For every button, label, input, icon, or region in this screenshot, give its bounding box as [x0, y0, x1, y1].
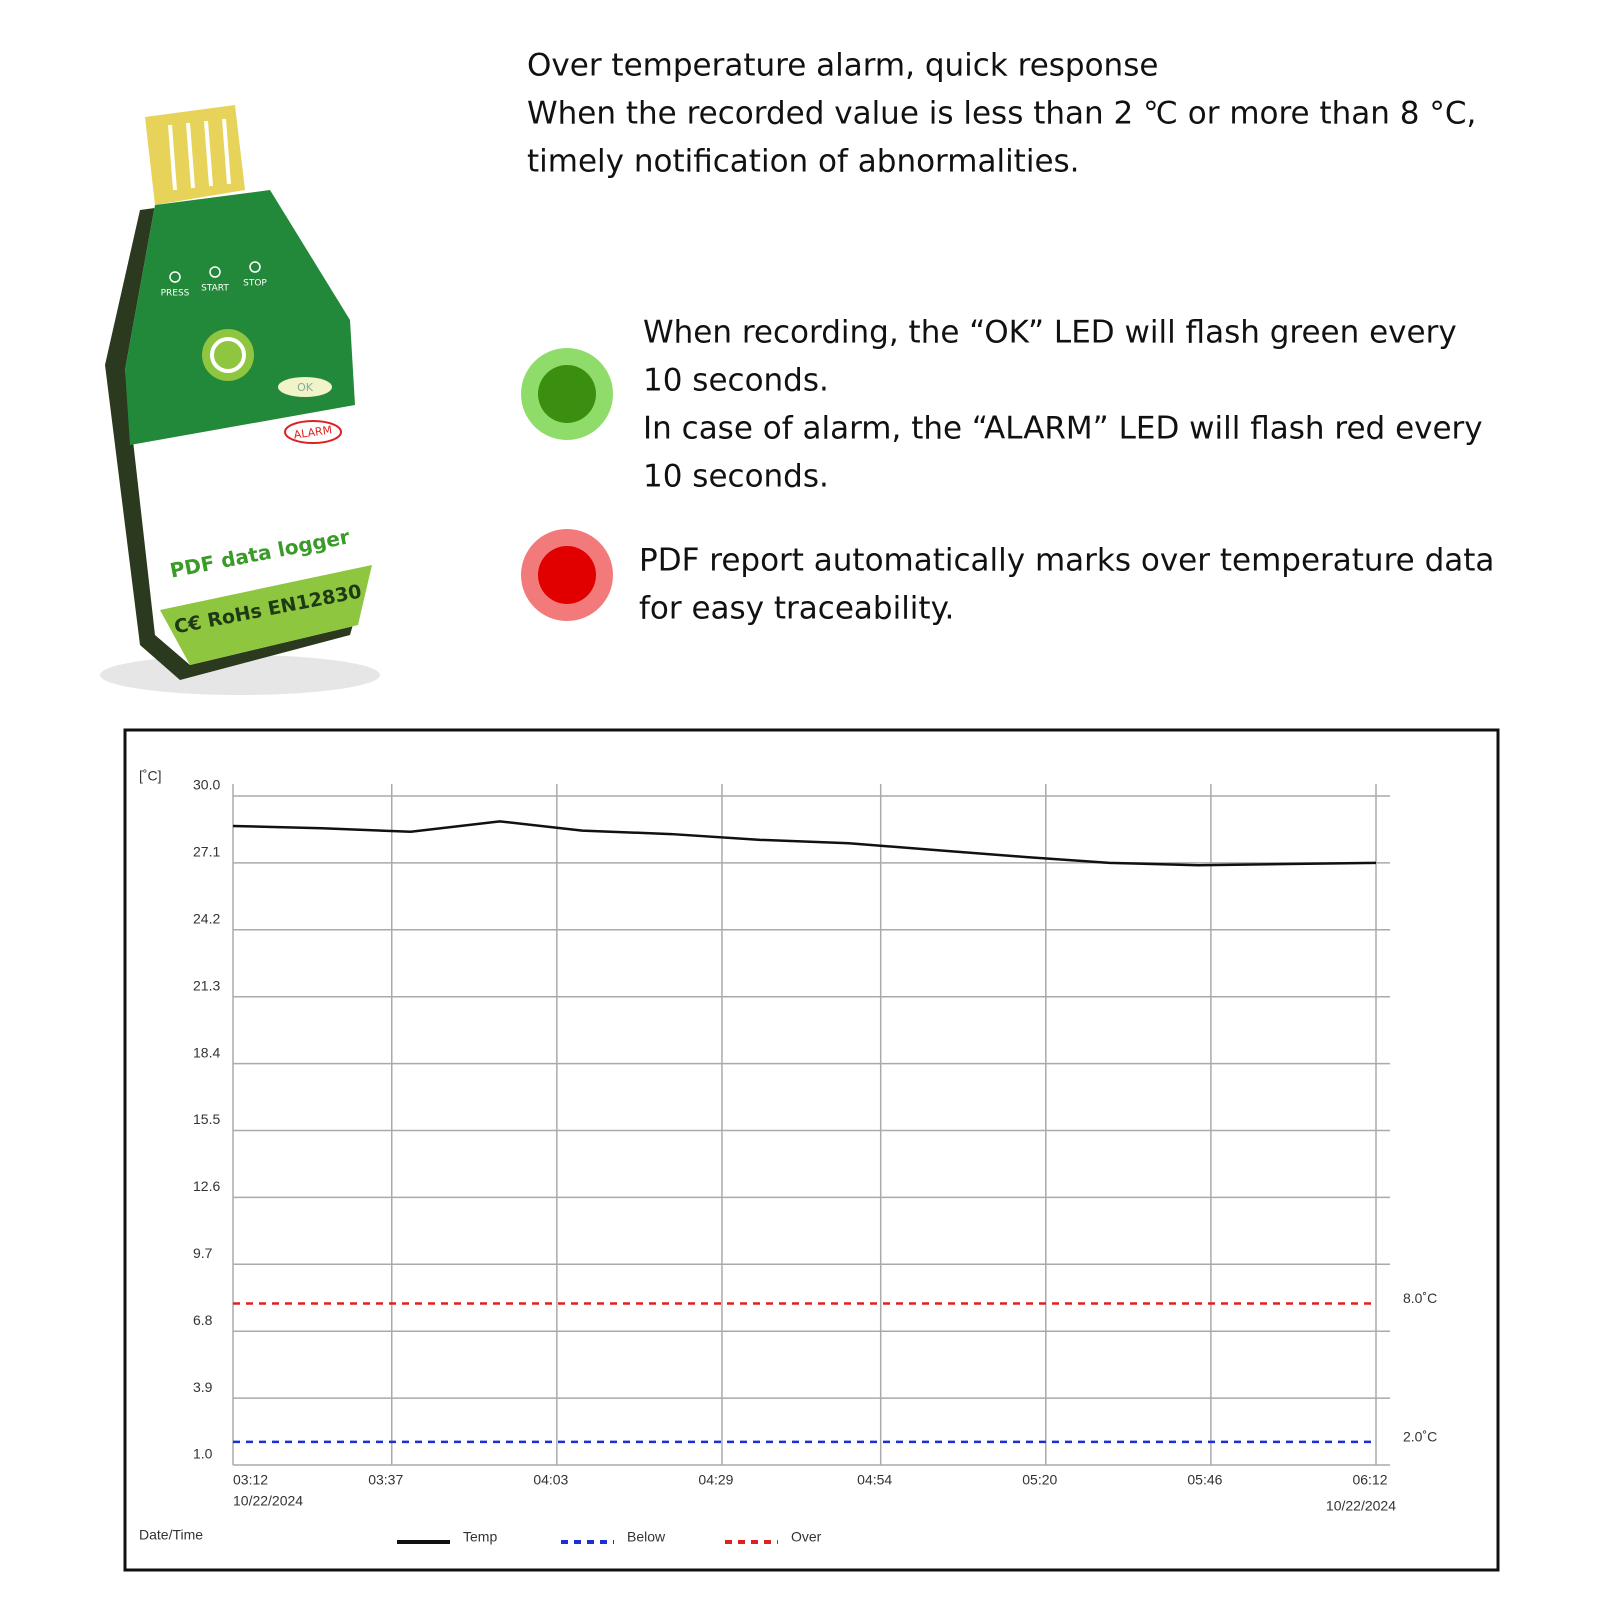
button-label: PRESS — [161, 289, 190, 299]
power-button — [202, 329, 254, 381]
temp-line — [232, 820, 1377, 867]
x-tick-label: 06:12 — [1352, 1472, 1387, 1488]
alarm-label: ALARM — [293, 423, 333, 441]
legend-label: Over — [791, 1529, 822, 1545]
alarm-led — [284, 420, 342, 444]
legend-label: Temp — [463, 1529, 497, 1545]
y-axis-label: [˚C] — [139, 768, 162, 784]
legend-label: Below — [627, 1529, 666, 1545]
button-label: STOP — [243, 279, 267, 289]
led — [538, 365, 596, 423]
header-line: When the recorded value is less than 2 ℃… — [527, 96, 1476, 132]
x-axis-label: Date/Time — [139, 1527, 203, 1543]
x-tick-label: 03:12 — [233, 1472, 268, 1488]
feature-line: When recording, the “OK” LED will flash … — [643, 315, 1457, 351]
ok-led — [278, 377, 332, 397]
button-label: START — [201, 284, 229, 294]
power-icon — [210, 337, 246, 373]
x-tick-label: 05:20 — [1022, 1472, 1057, 1488]
y-tick-label: 27.1 — [193, 844, 220, 860]
device-top — [125, 190, 355, 445]
usb-plug — [145, 105, 245, 205]
x-tick-label: 03:37 — [368, 1472, 403, 1488]
x-tick-label: 05:46 — [1187, 1472, 1222, 1488]
header-line: Over temperature alarm, quick response — [527, 48, 1158, 84]
usb-pins — [168, 118, 231, 191]
date-start: 10/22/2024 — [233, 1493, 303, 1509]
y-tick-label: 21.3 — [193, 977, 220, 993]
y-tick-label: 1.0 — [193, 1446, 213, 1462]
led — [538, 546, 596, 604]
feature-line: 10 seconds. — [643, 459, 829, 495]
y-tick-label: 3.9 — [193, 1379, 213, 1395]
threshold-label: 8.0˚C — [1403, 1290, 1437, 1306]
y-tick-label: 9.7 — [193, 1245, 213, 1261]
chart: [˚C] Date/Time 1.0 3.9 6.8 9.7 12.6 15.5 18.4 21.… — [139, 768, 1437, 1545]
y-tick-label: 6.8 — [193, 1312, 213, 1328]
texts: Over temperature alarm, quick response Wh… — [521, 48, 1494, 627]
x-tick-label: 04:54 — [857, 1472, 892, 1488]
feature-line: 10 seconds. — [643, 363, 829, 399]
y-tick-label: 24.2 — [193, 911, 220, 927]
y-tick-label: 30.0 — [193, 777, 220, 793]
button-icon — [249, 261, 261, 273]
y-tick-label: 15.5 — [193, 1111, 220, 1127]
ok-label: OK — [297, 381, 314, 394]
feature-line: for easy traceability. — [639, 591, 954, 627]
date-end: 10/22/2024 — [1326, 1498, 1396, 1514]
y-tick-label: 18.4 — [193, 1044, 220, 1060]
threshold-label: 2.0˚C — [1403, 1429, 1437, 1445]
chart-frame — [123, 728, 1500, 1572]
button-icon — [169, 271, 181, 283]
feature-line: PDF report automatically marks over temp… — [639, 543, 1494, 579]
x-tick-label: 04:03 — [533, 1472, 568, 1488]
header-line: timely notification of abnormalities. — [527, 144, 1080, 180]
y-tick-label: 12.6 — [193, 1178, 220, 1194]
x-tick-label: 04:29 — [698, 1472, 733, 1488]
button-icon — [209, 266, 221, 278]
device-bottom — [160, 565, 372, 665]
feature-line: In case of alarm, the “ALARM” LED will f… — [643, 411, 1483, 447]
